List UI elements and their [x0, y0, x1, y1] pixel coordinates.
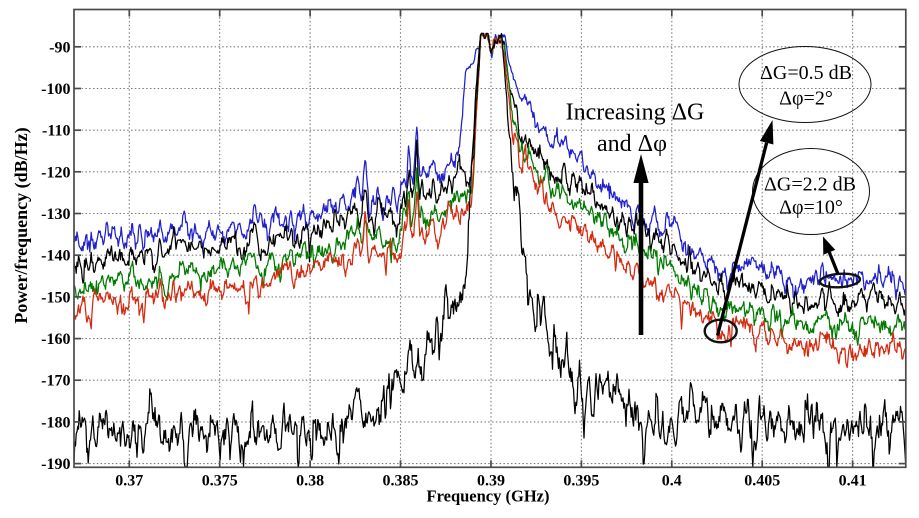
svg-text:-110: -110: [42, 123, 70, 140]
svg-text:Δφ=10°: Δφ=10°: [779, 197, 843, 219]
svg-text:-90: -90: [49, 39, 70, 56]
svg-text:-180: -180: [41, 414, 70, 431]
svg-text:-140: -140: [41, 248, 70, 265]
svg-text:Power/frequency (dB/Hz): Power/frequency (dB/Hz): [11, 127, 32, 323]
svg-text:-150: -150: [41, 289, 70, 306]
svg-text:0.4: 0.4: [662, 473, 682, 490]
svg-text:-190: -190: [41, 456, 70, 473]
svg-text:ΔG=2.2 dB: ΔG=2.2 dB: [764, 174, 856, 196]
svg-text:Frequency (GHz): Frequency (GHz): [427, 487, 550, 506]
svg-text:-160: -160: [41, 331, 70, 348]
svg-text:-100: -100: [41, 81, 70, 98]
svg-text:0.395: 0.395: [563, 473, 599, 490]
svg-text:-120: -120: [41, 164, 70, 181]
svg-text:0.37: 0.37: [115, 473, 143, 490]
svg-text:Increasing ΔG: Increasing ΔG: [566, 100, 705, 126]
svg-text:0.405: 0.405: [744, 473, 780, 490]
svg-text:and Δφ: and Δφ: [597, 131, 667, 157]
svg-text:ΔG=0.5 dB: ΔG=0.5 dB: [760, 62, 852, 84]
svg-text:-170: -170: [41, 373, 70, 390]
svg-text:0.39: 0.39: [477, 473, 505, 490]
svg-text:-130: -130: [41, 206, 70, 223]
svg-text:0.375: 0.375: [202, 473, 238, 490]
svg-text:0.38: 0.38: [296, 473, 324, 490]
svg-text:0.385: 0.385: [383, 473, 419, 490]
svg-text:0.41: 0.41: [839, 473, 867, 490]
svg-text:Δφ=2°: Δφ=2°: [779, 88, 833, 110]
